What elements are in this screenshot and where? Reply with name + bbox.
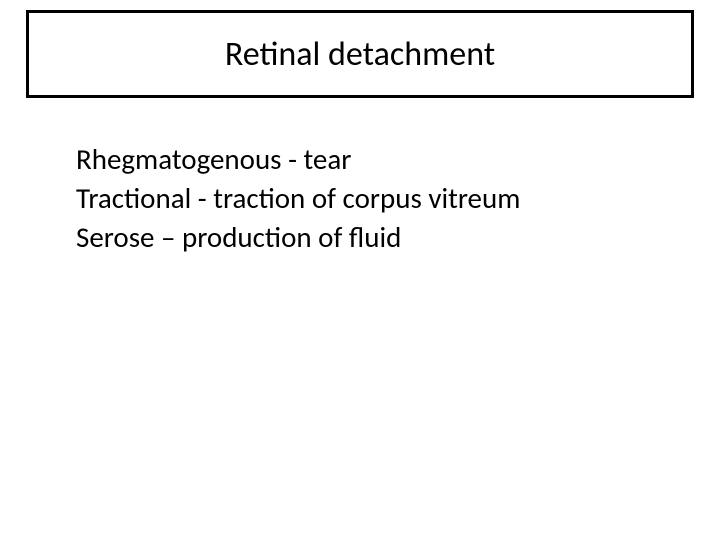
body-line: Tractional - traction of corpus vitreum bbox=[76, 179, 676, 218]
slide-title: Retinal detachment bbox=[225, 34, 495, 75]
body-line: Serose – production of fluid bbox=[76, 218, 676, 257]
body-line: Rhegmatogenous - tear bbox=[76, 140, 676, 179]
title-box: Retinal detachment bbox=[26, 10, 694, 98]
body-text-area: Rhegmatogenous - tear Tractional - tract… bbox=[76, 140, 676, 257]
